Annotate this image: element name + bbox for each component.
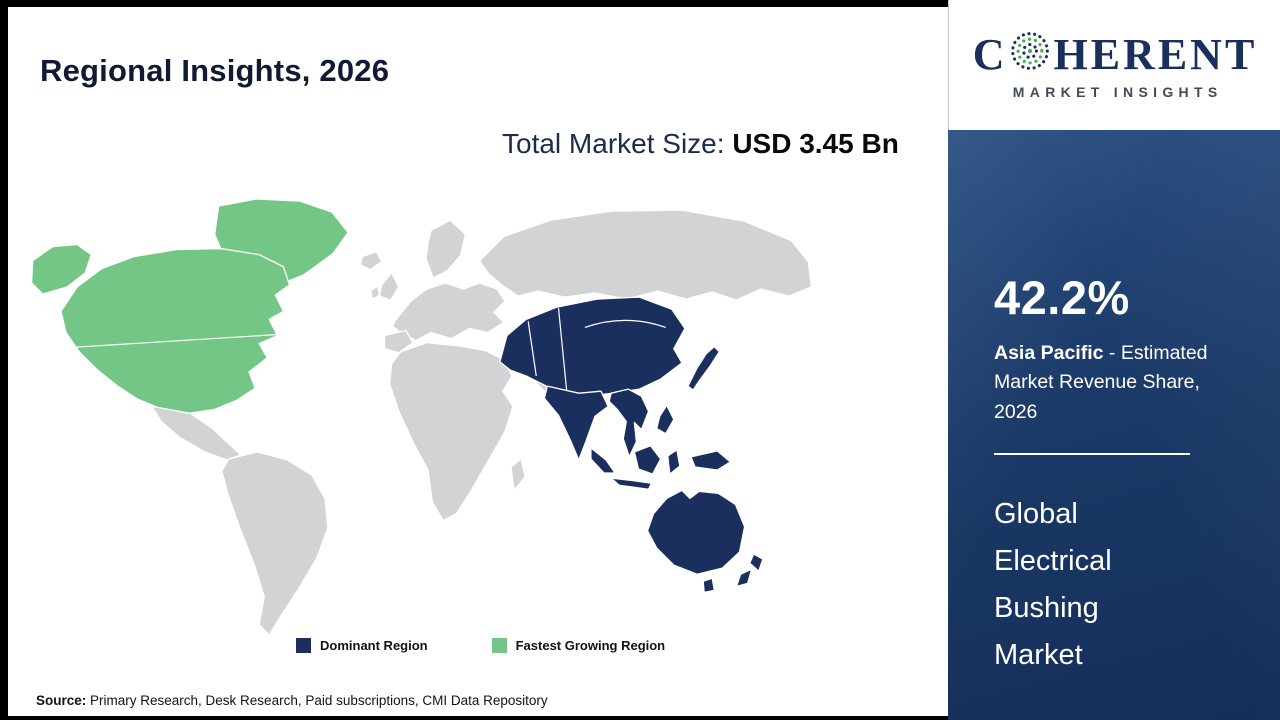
source-line: Source: Primary Research, Desk Research,… [36, 693, 548, 708]
map-java [610, 477, 653, 490]
legend-label-fastest-growing: Fastest Growing Region [515, 638, 666, 653]
page-title: Regional Insights, 2026 [40, 52, 390, 88]
map-mexico-central-america [151, 405, 242, 461]
map-new-zealand-north [749, 553, 764, 572]
source-text: Primary Research, Desk Research, Paid su… [86, 693, 548, 708]
map-iceland [359, 250, 383, 271]
map-uk [378, 272, 400, 301]
map-us-canada-border [66, 333, 278, 349]
revenue-share-region: Asia Pacific [994, 342, 1104, 364]
legend-label-dominant: Dominant Region [320, 638, 428, 653]
coherent-letter-c: C [972, 30, 1008, 79]
map-asia-internal-border-3 [584, 319, 666, 329]
source-label: Source: [36, 693, 87, 708]
map-asia-internal-border-2 [557, 308, 568, 391]
legend-item-dominant: Dominant Region [296, 638, 428, 653]
coherent-wordmark: C HERENT [973, 30, 1258, 80]
map-indochina-malay [608, 388, 650, 458]
map-australia [646, 489, 746, 575]
map-philippines [655, 404, 675, 435]
coherent-letters-rest: HERENT [1053, 30, 1258, 79]
map-iberia [383, 329, 414, 354]
map-region-north-america [30, 198, 349, 415]
map-india [543, 385, 609, 461]
map-africa [388, 341, 514, 522]
frame-bar-left [0, 0, 8, 720]
map-region-asia-pacific [499, 296, 764, 594]
map-japan [687, 346, 720, 391]
legend-swatch-dominant [296, 638, 311, 653]
coherent-logo: C HERENT MARKET INSIGHTS [948, 0, 1280, 130]
total-market-size: Total Market Size: USD 3.45 Bn [502, 124, 902, 164]
map-legend: Dominant Region Fastest Growing Region [296, 638, 665, 653]
map-china-central-asia [499, 296, 686, 397]
coherent-subtitle: MARKET INSIGHTS [1012, 84, 1223, 100]
coherent-globe-icon [1009, 30, 1051, 80]
map-ireland [369, 285, 381, 300]
revenue-share-value: 42.2% [994, 271, 1130, 324]
map-region-rest-of-world [151, 209, 813, 636]
total-market-size-label: Total Market Size: [502, 128, 725, 159]
map-new-zealand-south [735, 568, 753, 588]
world-map [28, 198, 818, 648]
sidebar-divider [994, 452, 1190, 455]
map-scandinavia [425, 219, 467, 279]
map-tasmania [702, 577, 715, 594]
frame-bar-top [0, 0, 948, 7]
sidebar-panel: 42.2% Asia Pacific - Estimated Market Re… [948, 130, 1280, 720]
legend-item-fastest-growing: Fastest Growing Region [491, 638, 666, 653]
map-asia-internal-border-1 [527, 321, 537, 377]
map-russia [478, 209, 813, 301]
revenue-share-description: Asia Pacific - Estimated Market Revenue … [994, 339, 1232, 427]
map-sumatra [590, 447, 616, 474]
map-south-america [221, 451, 329, 636]
legend-swatch-fastest-growing [491, 638, 507, 653]
map-europe-mainland [392, 282, 506, 342]
frame-bar-bottom [0, 716, 948, 720]
sidebar-content: 42.2% Asia Pacific - Estimated Market Re… [948, 130, 1280, 679]
map-sulawesi [667, 449, 681, 475]
market-name: Global Electrical Bushing Market [994, 497, 1112, 671]
map-new-guinea [690, 450, 732, 471]
map-borneo [633, 445, 662, 475]
map-canada-usa [60, 247, 291, 415]
map-madagascar [510, 458, 526, 491]
total-market-size-value: USD 3.45 Bn [732, 128, 899, 159]
world-map-svg [30, 198, 813, 636]
map-alaska [30, 243, 92, 295]
revenue-share-desc-text: - Estimated Market Revenue Share, 2026 [994, 342, 1208, 423]
